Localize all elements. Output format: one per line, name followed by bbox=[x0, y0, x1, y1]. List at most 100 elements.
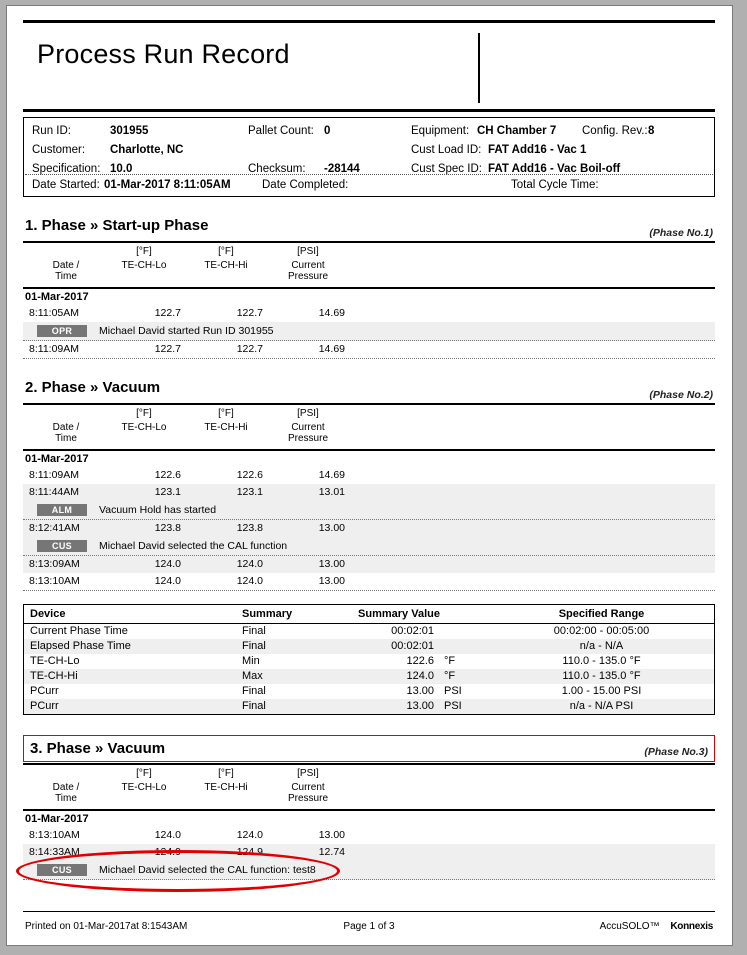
summary-table-header: Device Summary Summary Value Specified Rang… bbox=[24, 605, 714, 624]
col-header-time: Time bbox=[55, 793, 77, 804]
col-header-pressure: Pressure bbox=[287, 271, 328, 282]
summary-cell-range: 110.0 - 135.0 °F bbox=[562, 670, 641, 682]
table-row: 8:12:41AM 123.8 123.8 13.00 bbox=[23, 520, 715, 537]
cell-time: 8:13:09AM bbox=[29, 558, 80, 570]
unit-header-lo: [°F] bbox=[136, 246, 152, 257]
cell-te-ch-lo: 123.1 bbox=[154, 486, 181, 498]
table-row: 8:13:09AM 124.0 124.0 13.00 bbox=[23, 556, 715, 573]
summary-row: Current Phase Time Final 00:02:01 00:02:00 … bbox=[24, 624, 714, 639]
col-header-pressure: Pressure bbox=[287, 793, 328, 804]
col-header-time: Time bbox=[55, 433, 77, 444]
summary-row: PCurr Final 13.00 PSI 1.00 - 15.00 PSI bbox=[24, 684, 714, 699]
col-header-date: Date / bbox=[52, 782, 80, 793]
readings-column-header: [°F] [°F] [PSI] Date / Time TE-CH-Lo TE-CH-Hi C… bbox=[23, 405, 715, 451]
summary-cell-unit: °F bbox=[444, 655, 456, 667]
footer-branding: AccuSOLO™ Konnexis bbox=[600, 921, 714, 932]
summary-cell-summary: Final bbox=[242, 700, 266, 712]
unit-header-pressure: [PSI] bbox=[297, 768, 319, 779]
config-rev-label: Config. Rev.: bbox=[582, 125, 648, 137]
header-row-dates: Date Started: 01-Mar-2017 8:11:05AM Date… bbox=[24, 175, 714, 196]
summary-cell-device: Current Phase Time bbox=[30, 625, 128, 637]
unit-header-hi: [°F] bbox=[218, 246, 234, 257]
unit-header-pressure: [PSI] bbox=[297, 408, 319, 419]
run-header-box: Run ID: 301955 Pallet Count: 0 Equipment… bbox=[23, 117, 715, 197]
cell-current-pressure: 14.69 bbox=[318, 343, 345, 355]
cell-time: 8:13:10AM bbox=[29, 829, 80, 841]
unit-header-pressure: [PSI] bbox=[297, 246, 319, 257]
total-cycle-time-label: Total Cycle Time: bbox=[511, 179, 599, 191]
phase-number-label: (Phase No.3) bbox=[644, 746, 708, 758]
summary-cell-unit: °F bbox=[444, 670, 456, 682]
summary-cell-summary: Final bbox=[242, 625, 266, 637]
phase-section-3: 3. Phase » Vacuum (Phase No.3) [°F] [°F] [PS… bbox=[23, 735, 715, 880]
cell-te-ch-hi: 122.7 bbox=[236, 307, 263, 319]
event-badge-opr: OPR bbox=[37, 325, 87, 337]
cell-te-ch-lo: 122.6 bbox=[154, 469, 181, 481]
date-started-label: Date Started: bbox=[32, 179, 100, 191]
header-divider bbox=[25, 174, 713, 175]
cell-current-pressure: 12.74 bbox=[318, 846, 345, 858]
summary-cell-range: 1.00 - 15.00 PSI bbox=[561, 685, 642, 697]
unit-header-lo: [°F] bbox=[136, 768, 152, 779]
event-message: Michael David selected the CAL function bbox=[99, 540, 288, 552]
phases-container: 1. Phase » Start-up Phase (Phase No.1) [°F… bbox=[23, 217, 715, 880]
checksum-label: Checksum: bbox=[248, 163, 306, 175]
col-header-te-ch-lo: TE-CH-Lo bbox=[121, 422, 167, 433]
col-header-current: Current bbox=[291, 260, 325, 271]
phase-heading-1: 1. Phase » Start-up Phase (Phase No.1) bbox=[23, 217, 715, 240]
cell-current-pressure: 13.00 bbox=[318, 558, 345, 570]
printed-on-text: Printed on 01-Mar-2017at 8:1543AM bbox=[25, 921, 188, 932]
cell-te-ch-lo: 124.0 bbox=[154, 558, 181, 570]
phase-heading-2: 2. Phase » Vacuum (Phase No.2) bbox=[23, 379, 715, 402]
pallet-count-label: Pallet Count: bbox=[248, 125, 314, 137]
cell-te-ch-hi: 123.8 bbox=[236, 522, 263, 534]
summary-cell-summary: Final bbox=[242, 640, 266, 652]
unit-header-hi: [°F] bbox=[218, 768, 234, 779]
cust-spec-id-label: Cust Spec ID: bbox=[411, 163, 482, 175]
event-badge-alm: ALM bbox=[37, 504, 87, 516]
summary-cell-range: 110.0 - 135.0 °F bbox=[562, 655, 641, 667]
document-page: Process Run Record Run ID: 301955 Pallet… bbox=[6, 5, 733, 946]
customer-label: Customer: bbox=[32, 144, 86, 156]
date-completed-label: Date Completed: bbox=[262, 179, 349, 191]
summary-cell-summary: Max bbox=[242, 670, 263, 682]
summary-cell-summary: Min bbox=[242, 655, 260, 667]
cell-current-pressure: 14.69 bbox=[318, 307, 345, 319]
table-row: 8:14:33AM 124.9 124.9 12.74 bbox=[23, 844, 715, 861]
cell-te-ch-lo: 123.8 bbox=[154, 522, 181, 534]
unit-header-hi: [°F] bbox=[218, 408, 234, 419]
cell-time: 8:11:05AM bbox=[29, 307, 80, 319]
header-row-2: Customer: Charlotte, NC Cust Load ID: FA… bbox=[24, 139, 714, 161]
cell-current-pressure: 13.01 bbox=[318, 486, 345, 498]
phase-section-2: 2. Phase » Vacuum (Phase No.2) [°F] [°F] [PS… bbox=[23, 379, 715, 715]
run-id-label: Run ID: bbox=[32, 125, 71, 137]
summary-row: PCurr Final 13.00 PSI n/a - N/A PSI bbox=[24, 699, 714, 714]
summary-cell-value: 122.6 bbox=[406, 655, 434, 667]
col-header-time: Time bbox=[55, 271, 77, 282]
summary-cell-unit: PSI bbox=[444, 700, 462, 712]
cell-time: 8:13:10AM bbox=[29, 575, 80, 587]
table-row: 8:11:05AM 122.7 122.7 14.69 bbox=[23, 305, 715, 322]
col-header-date: Date / bbox=[52, 260, 80, 271]
event-row: OPR Michael David started Run ID 301955 bbox=[23, 322, 715, 341]
table-row: 8:13:10AM 124.0 124.0 13.00 bbox=[23, 573, 715, 591]
summary-header-range: Specified Range bbox=[558, 608, 645, 620]
event-row: CUS Michael David selected the CAL functi… bbox=[23, 537, 715, 556]
cust-load-id-value: FAT Add16 - Vac 1 bbox=[488, 144, 587, 156]
event-row: ALM Vacuum Hold has started bbox=[23, 501, 715, 520]
summary-cell-summary: Final bbox=[242, 685, 266, 697]
summary-cell-value: 00:02:01 bbox=[391, 625, 434, 637]
title-vertical-divider bbox=[478, 33, 480, 103]
cell-te-ch-lo: 124.0 bbox=[154, 829, 181, 841]
header-row-3: Specification: 10.0 Checksum: -28144 Cus… bbox=[24, 158, 714, 180]
summary-cell-range: n/a - N/A PSI bbox=[569, 700, 634, 712]
event-message: Michael David selected the CAL function:… bbox=[99, 864, 316, 876]
summary-cell-value: 00:02:01 bbox=[391, 640, 434, 652]
phase-heading-3: 3. Phase » Vacuum (Phase No.3) bbox=[23, 735, 715, 762]
cell-time: 8:14:33AM bbox=[29, 846, 80, 858]
table-row: 8:13:10AM 124.0 124.0 13.00 bbox=[23, 827, 715, 844]
cell-te-ch-lo: 124.9 bbox=[154, 846, 181, 858]
pallet-count-value: 0 bbox=[324, 125, 331, 137]
event-message: Vacuum Hold has started bbox=[99, 504, 217, 516]
cell-time: 8:11:09AM bbox=[29, 343, 80, 355]
